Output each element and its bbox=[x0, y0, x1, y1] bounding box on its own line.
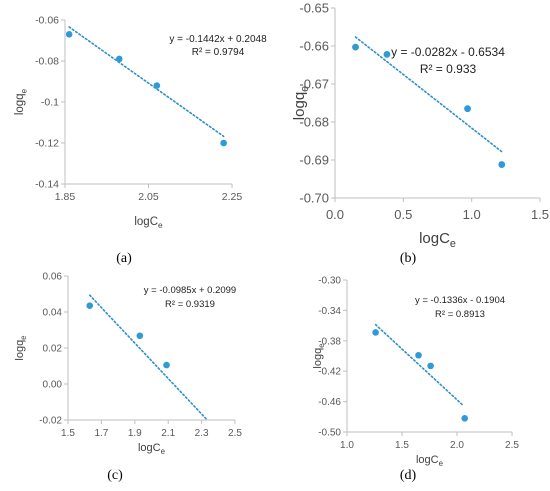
x-axis-label-b: logCe bbox=[419, 230, 456, 250]
data-point-c-1 bbox=[86, 302, 94, 310]
r-squared-b: R² = 0.933 bbox=[420, 62, 477, 76]
y-tick-label: 0.06 bbox=[43, 272, 63, 283]
r-squared-d: R² = 0.8913 bbox=[435, 309, 485, 320]
regression-equation-c: y = -0.0985x + 0.2099 bbox=[144, 285, 236, 296]
y-tick-label: -0.02 bbox=[39, 416, 62, 427]
regression-equation-b: y = -0.0282x - 0.6534 bbox=[391, 45, 505, 59]
trendline-d bbox=[374, 323, 465, 407]
data-point-b-2 bbox=[383, 50, 391, 58]
data-point-a-3 bbox=[153, 82, 161, 89]
trendline-b bbox=[354, 36, 503, 153]
y-axis-label-a: logqe bbox=[14, 88, 28, 115]
data-point-a-2 bbox=[115, 55, 123, 63]
y-tick-label: -0.69 bbox=[299, 153, 329, 168]
y-tick-label: -0.65 bbox=[299, 1, 329, 16]
x-tick-label: 1.5 bbox=[61, 428, 75, 439]
y-tick-label: -0.70 bbox=[299, 191, 329, 206]
data-point-d-3 bbox=[427, 362, 434, 370]
x-tick-label: 2.1 bbox=[161, 428, 175, 439]
regression-equation-d: y = -0.1336x - 0.1904 bbox=[415, 295, 505, 306]
y-tick-label: -0.12 bbox=[35, 138, 59, 150]
x-axis-label-a: logCe bbox=[134, 216, 163, 230]
trendline-c bbox=[88, 294, 208, 421]
panel-label-a: (a) bbox=[116, 251, 132, 266]
y-tick-label: -0.68 bbox=[299, 115, 329, 130]
trendline-a bbox=[68, 26, 225, 138]
data-point-b-1 bbox=[352, 43, 359, 51]
x-tick-label: 0.5 bbox=[394, 207, 412, 222]
data-point-a-4 bbox=[220, 139, 227, 147]
data-point-b-4 bbox=[498, 161, 506, 168]
y-tick-label: -0.14 bbox=[35, 179, 59, 191]
y-axis-label-b: logqe bbox=[291, 86, 311, 120]
data-point-d-1 bbox=[372, 329, 379, 336]
x-tick-label: 2.05 bbox=[138, 191, 159, 203]
r-squared-c: R² = 0.9319 bbox=[165, 299, 215, 310]
data-point-a-1 bbox=[65, 31, 73, 38]
r-squared-a: R² = 0.9794 bbox=[192, 47, 245, 58]
x-axis-label-c: logCe bbox=[138, 442, 166, 456]
panel-label-d: (d) bbox=[400, 468, 417, 483]
x-tick-label: 2.5 bbox=[505, 440, 519, 451]
y-axis-label-d: logqe bbox=[312, 343, 326, 369]
data-point-c-3 bbox=[163, 361, 170, 369]
y-tick-label: -0.34 bbox=[318, 306, 341, 317]
x-tick-label: 1.5 bbox=[531, 207, 549, 222]
panel-label-b: (b) bbox=[400, 251, 417, 266]
data-point-d-2 bbox=[415, 351, 422, 359]
x-tick-label: 2.25 bbox=[222, 191, 243, 203]
y-tick-label: -0.46 bbox=[318, 397, 341, 408]
data-point-d-4 bbox=[461, 415, 469, 422]
x-tick-label: 1.85 bbox=[55, 191, 76, 203]
x-tick-label: 1.0 bbox=[340, 440, 354, 451]
y-tick-label: -0.06 bbox=[35, 15, 59, 27]
panel-label-c: (c) bbox=[107, 468, 123, 483]
y-tick-label: -0.67 bbox=[299, 77, 329, 92]
x-tick-label: 1.9 bbox=[128, 428, 142, 439]
y-tick-label: -0.50 bbox=[318, 428, 341, 439]
x-tick-label: 2.3 bbox=[195, 428, 209, 439]
y-tick-label: 0.00 bbox=[43, 380, 63, 391]
x-tick-label: 0.0 bbox=[326, 207, 344, 222]
y-tick-label: 0.02 bbox=[43, 344, 63, 355]
y-tick-label: -0.66 bbox=[299, 39, 329, 54]
y-axis-label-c: logqe bbox=[14, 335, 28, 361]
x-tick-label: 1.0 bbox=[463, 207, 481, 222]
data-point-b-3 bbox=[464, 105, 471, 113]
x-axis-label-d: logCe bbox=[416, 454, 444, 468]
y-tick-label: -0.30 bbox=[318, 276, 341, 287]
x-tick-label: 2.0 bbox=[450, 440, 464, 451]
x-tick-label: 1.7 bbox=[94, 428, 108, 439]
y-tick-label: 0.04 bbox=[43, 308, 63, 319]
regression-equation-a: y = -0.1442x + 0.2048 bbox=[169, 34, 267, 45]
y-tick-label: -0.42 bbox=[318, 367, 341, 378]
y-tick-label: -0.38 bbox=[318, 336, 341, 347]
y-tick-label: -0.08 bbox=[35, 56, 59, 68]
y-tick-label: -0.1 bbox=[41, 97, 59, 109]
x-tick-label: 1.5 bbox=[395, 440, 409, 451]
x-tick-label: 2.5 bbox=[228, 428, 242, 439]
data-point-c-2 bbox=[136, 332, 144, 340]
